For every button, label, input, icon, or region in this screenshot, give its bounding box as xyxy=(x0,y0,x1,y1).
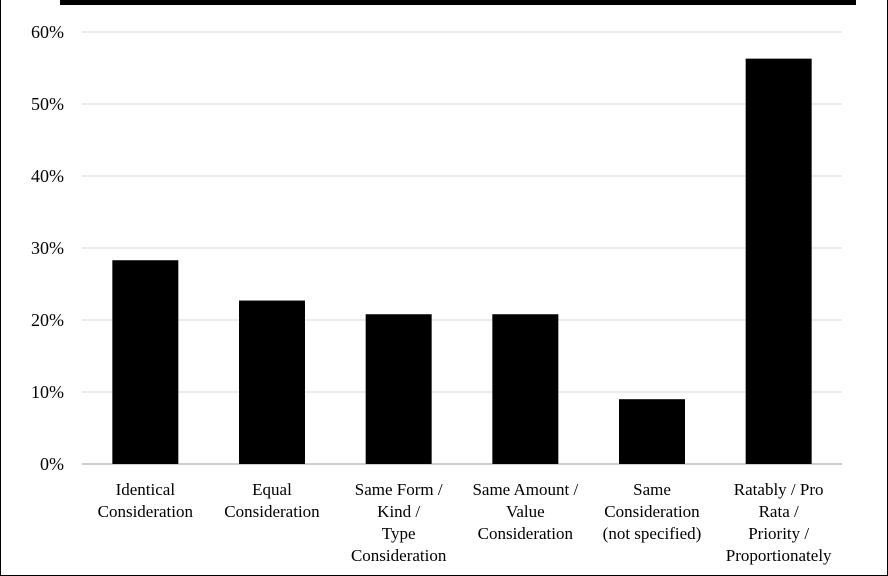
top-rule xyxy=(60,0,856,5)
y-tick-label: 10% xyxy=(31,382,64,402)
x-axis-category-labels: Identical Consideration Equal Consideration… xyxy=(98,480,832,565)
y-tick-label: 50% xyxy=(31,94,64,114)
y-tick-label: 20% xyxy=(31,310,64,330)
bar xyxy=(492,314,559,464)
x-category-label: Same Amount / Value Consideration xyxy=(472,480,578,543)
x-category-label: Identical Consideration xyxy=(98,480,194,521)
y-tick-label: 60% xyxy=(31,22,64,42)
y-tick-label: 30% xyxy=(31,238,64,258)
x-category-label: Ratably / Pro Rata / Priority / Proportiona… xyxy=(726,480,832,565)
x-category-label: Same Consideration (not specified) xyxy=(603,480,702,543)
bar xyxy=(112,260,179,464)
y-tick-label: 0% xyxy=(40,454,64,474)
bar xyxy=(745,58,812,464)
y-tick-label: 40% xyxy=(31,166,64,186)
bar xyxy=(619,399,685,464)
y-axis-tick-labels: 0% 10% 20% 30% 40% 50% 60% xyxy=(31,22,64,474)
bar xyxy=(239,300,305,464)
gridlines xyxy=(82,31,842,465)
bar xyxy=(365,314,432,464)
x-category-label: Equal Consideration xyxy=(224,480,320,521)
bars xyxy=(112,58,812,464)
x-category-label: Same Form / Kind / Type Consideration xyxy=(351,480,447,565)
